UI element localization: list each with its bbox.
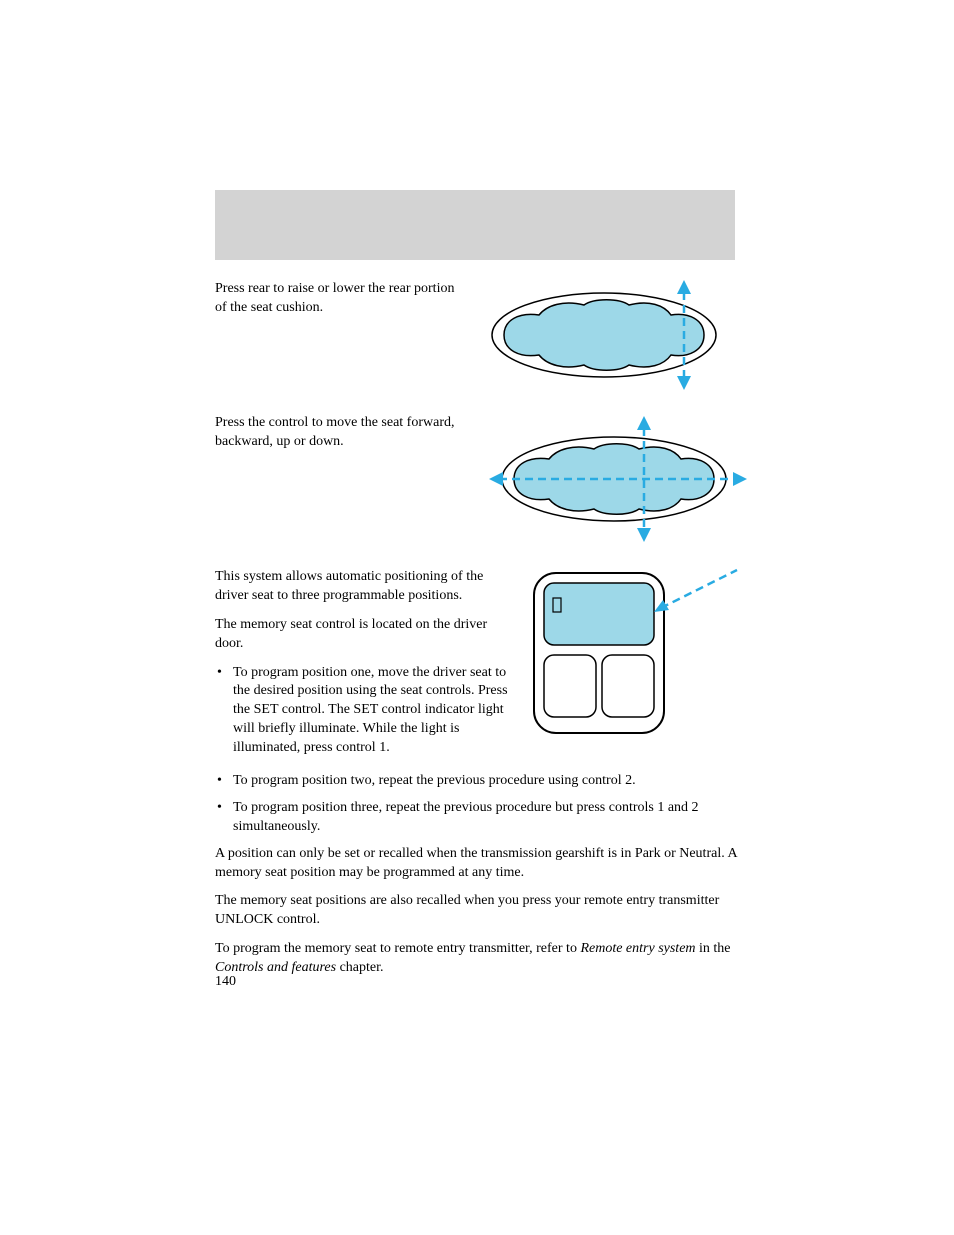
bullet-list: To program position two, repeat the prev… [215,772,739,837]
section-memory-seat: This system allows automatic positioning… [215,568,739,766]
list-item: To program position two, repeat the prev… [215,772,739,791]
page-content: Press rear to raise or lower the rear po… [0,0,954,1038]
paragraph: To program the memory seat to remote ent… [215,940,739,978]
diagram-seat-rear [489,280,739,390]
diagram-seat-four-way [489,414,739,544]
bullet-list: To program position one, move the driver… [215,664,509,758]
text-run: To program the memory seat to remote ent… [215,941,580,956]
list-item: To program position three, repeat the pr… [215,799,739,837]
paragraph: A position can only be set or recalled w… [215,845,739,883]
paragraph: Press the control to move the seat forwa… [215,414,469,452]
header-banner [215,190,735,260]
paragraph: The memory seat positions are also recal… [215,892,739,930]
page-number: 140 [215,974,236,990]
paragraph: This system allows automatic positioning… [215,568,509,606]
text-italic: Remote entry system [580,941,695,956]
text-run: in the [696,941,731,956]
section-rear-cushion: Press rear to raise or lower the rear po… [215,280,739,390]
diagram-memory-control [529,568,739,738]
list-item: To program position one, move the driver… [215,664,509,758]
paragraph: The memory seat control is located on th… [215,616,509,654]
text-run: chapter. [336,960,383,975]
paragraph: Press rear to raise or lower the rear po… [215,280,469,318]
section-four-way: Press the control to move the seat forwa… [215,414,739,544]
text-italic: Controls and features [215,960,336,975]
